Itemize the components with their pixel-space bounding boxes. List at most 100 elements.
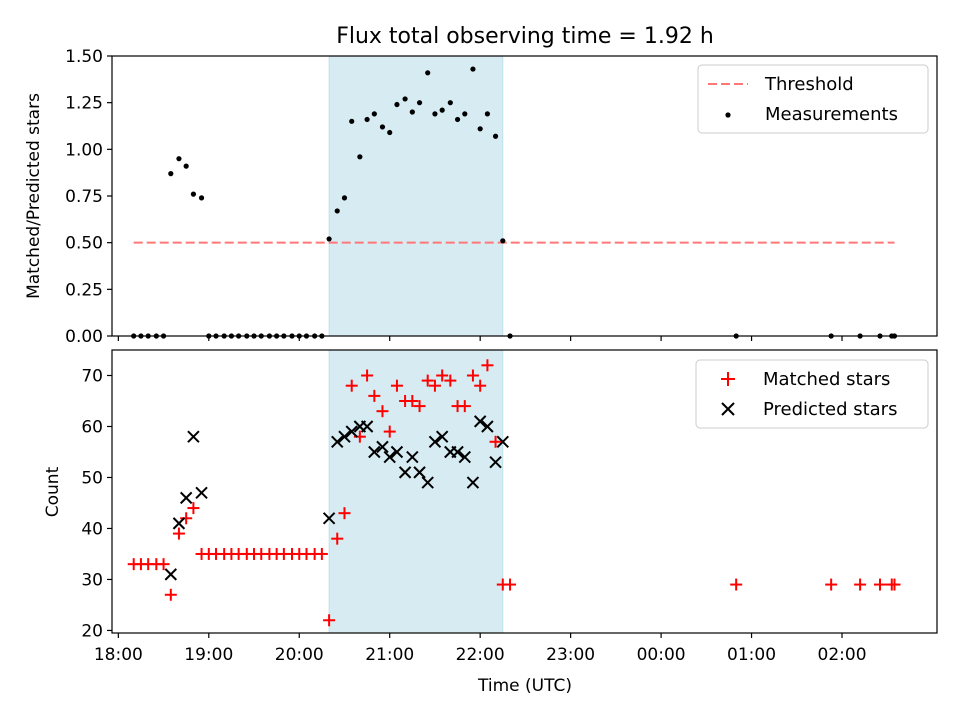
predicted-star-point — [322, 512, 336, 525]
bottom-y-label: Count — [43, 466, 63, 517]
bottom-shaded-span — [328, 349, 504, 634]
matched-star-point — [345, 379, 358, 392]
matched-star-point — [180, 512, 193, 525]
measurement-point — [447, 100, 453, 106]
top-legend-box — [697, 64, 929, 134]
top-legend: Threshold Measurements — [697, 64, 929, 134]
predicted-star-point — [489, 455, 502, 469]
matched-star-point — [444, 374, 457, 387]
matched-star-point — [413, 400, 426, 413]
measurement-point — [439, 107, 445, 113]
measurement-point — [425, 70, 431, 76]
x-tick-label: 01:00 — [727, 645, 776, 665]
legend-threshold-label: Threshold — [764, 74, 854, 95]
y-tick-label: 0.00 — [65, 327, 103, 347]
matched-star-point — [474, 379, 487, 392]
y-tick-label: 30 — [81, 570, 103, 590]
predicted-star-point — [481, 420, 494, 433]
matched-star-point — [187, 502, 200, 515]
matched-star-point — [315, 547, 328, 560]
measurement-point — [477, 126, 483, 132]
bottom-x-ticks: 18:00 19:00 20:00 21:00 22:00 23:00 00:00 01:00… — [94, 633, 867, 665]
predicted-star-point — [466, 476, 480, 489]
predicted-star-point — [413, 466, 426, 479]
matched-star-point — [458, 400, 471, 413]
chart-title: Flux total observing time = 1.92 h — [336, 24, 714, 49]
y-tick-label: 0.50 — [65, 234, 103, 254]
matched-star-point — [428, 379, 441, 392]
predicted-star-point — [398, 466, 412, 479]
matched-star-point — [874, 578, 887, 591]
matched-star-points — [127, 359, 901, 627]
measurement-point — [432, 111, 438, 117]
x-tick-label: 23:00 — [546, 645, 595, 665]
x-tick-label: 21:00 — [365, 645, 414, 665]
matched-star-point — [361, 369, 374, 382]
top-panel: 0.00 0.25 0.50 0.75 1.00 1.25 1.50 Matched/Pre… — [24, 47, 938, 347]
measurement-point — [394, 101, 400, 108]
measurement-point — [190, 191, 197, 197]
matched-star-point — [323, 614, 336, 627]
predicted-star-point — [406, 450, 419, 464]
matched-star-point — [504, 578, 517, 591]
top-shaded-span — [328, 55, 504, 337]
measurement-point — [326, 236, 332, 242]
predicted-star-point — [195, 486, 208, 499]
matched-star-point — [331, 532, 344, 545]
predicted-star-point — [179, 491, 193, 505]
x-tick-label: 18:00 — [94, 645, 143, 665]
matched-star-point — [338, 507, 351, 520]
matched-star-point — [421, 374, 434, 387]
predicted-star-point — [390, 445, 404, 459]
measurement-point — [454, 116, 461, 123]
matched-star-point — [383, 425, 396, 438]
x-tick-label: 00:00 — [637, 645, 686, 665]
bottom-panel: 20 30 40 50 60 70 18:00 19:00 20:00 21:00 22:00 23… — [43, 349, 938, 696]
predicted-star-point — [187, 430, 200, 443]
measurement-point — [364, 116, 370, 123]
matched-star-point — [172, 527, 185, 540]
predicted-star-point — [435, 430, 449, 443]
predicted-star-point — [458, 450, 472, 464]
matched-star-point — [854, 578, 867, 591]
y-tick-label: 1.00 — [65, 140, 103, 160]
measurement-point — [183, 163, 189, 169]
measurement-point — [341, 195, 348, 201]
y-tick-label: 0.75 — [65, 187, 103, 207]
legend-matched-label: Matched stars — [763, 369, 890, 390]
predicted-star-point — [496, 435, 509, 448]
top-y-label: Matched/Predicted stars — [24, 93, 44, 299]
predicted-star-point — [428, 435, 442, 448]
x-tick-label: 19:00 — [184, 645, 233, 665]
predicted-star-point — [360, 420, 374, 433]
predicted-star-point — [331, 435, 344, 448]
matched-star-point — [390, 379, 403, 392]
measurement-point — [462, 111, 468, 117]
x-tick-label: 22:00 — [456, 645, 505, 665]
predicted-star-point — [451, 445, 464, 459]
top-axes-frame — [111, 55, 938, 337]
y-tick-label: 40 — [81, 519, 103, 539]
measurement-point — [176, 156, 182, 162]
bottom-axes-frame — [111, 349, 938, 634]
y-tick-label: 70 — [81, 366, 103, 386]
predicted-star-point — [383, 450, 396, 464]
top-y-ticks: 0.00 0.25 0.50 0.75 1.00 1.25 1.50 — [65, 47, 112, 347]
bottom-legend: Matched stars Predicted stars — [695, 359, 929, 429]
bottom-legend-box — [695, 359, 929, 429]
legend-measurement-label: Measurements — [765, 104, 898, 125]
matched-star-point — [436, 369, 449, 382]
legend-measurement-swatch — [725, 112, 731, 118]
y-tick-label: 20 — [81, 621, 103, 641]
y-tick-label: 50 — [81, 468, 103, 488]
measurement-point — [402, 96, 408, 102]
y-tick-label: 0.25 — [65, 280, 103, 300]
measurement-point — [492, 133, 499, 139]
predicted-star-point — [368, 445, 381, 459]
measurement-point — [198, 195, 205, 201]
predicted-star-point — [345, 425, 358, 438]
measurement-point — [500, 238, 506, 244]
matched-star-point — [489, 435, 502, 448]
predicted-star-point — [172, 517, 186, 530]
legend-predicted-swatch — [721, 402, 735, 416]
